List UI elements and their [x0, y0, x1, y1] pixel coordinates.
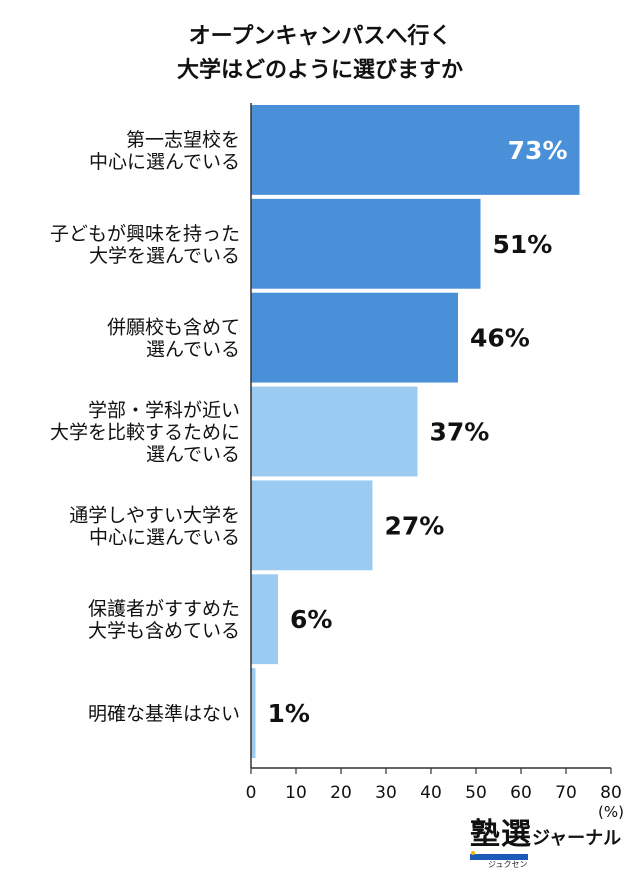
category-label-7: 明確な基準はない — [88, 703, 240, 725]
value-label-3: 46% — [470, 324, 530, 353]
category-label-4: 学部・学科が近い大学を比較するために選んでいる — [50, 400, 240, 466]
x-tick-label-30: 30 — [375, 783, 397, 803]
brand-logo-main: 塾選 — [470, 817, 532, 852]
category-label-1: 第一志望校を中心に選んでいる — [89, 129, 240, 173]
brand-logo-underline — [470, 854, 528, 860]
category-label-6: 保護者がすすめた大学も含めている — [88, 598, 240, 642]
bar-1 — [251, 105, 580, 195]
bar-2 — [251, 198, 481, 289]
x-tick-label-50: 50 — [465, 783, 487, 803]
category-label-3: 併願校も含めて選んでいる — [107, 317, 240, 361]
bar-4 — [251, 386, 418, 477]
value-label-1: 73% — [508, 136, 568, 165]
category-label-2: 子どもが興味を持った大学を選んでいる — [50, 223, 240, 267]
brand-logo-sub: ジャーナル — [532, 828, 622, 849]
x-tick-label-80: 80 — [600, 783, 622, 803]
x-tick-label-70: 70 — [555, 783, 577, 803]
brand-logo-small: ジュクセン — [488, 860, 528, 869]
x-tick-label-10: 10 — [285, 783, 307, 803]
category-label-5: 通学しやすい大学を中心に選んでいる — [69, 504, 240, 548]
x-axis-unit-label: (%) — [598, 803, 624, 821]
x-tick-label-60: 60 — [510, 783, 532, 803]
bar-7 — [251, 668, 256, 758]
brand-logo: 塾選 ジャーナル ジュクセン — [470, 817, 630, 869]
x-tick-label-20: 20 — [330, 783, 352, 803]
bar-3 — [251, 292, 458, 383]
value-label-5: 27% — [385, 511, 445, 540]
value-label-4: 37% — [430, 418, 490, 447]
bar-5 — [251, 480, 373, 571]
value-label-2: 51% — [493, 230, 553, 259]
brand-logo-dot — [471, 851, 475, 855]
value-label-7: 1% — [268, 699, 310, 728]
x-tick-label-0: 0 — [246, 783, 257, 803]
chart-title-line-2: 大学はどのように選びますか — [176, 58, 463, 83]
chart-title: オープンキャンパスへ行く 大学はどのように選びますか — [0, 20, 640, 88]
value-label-6: 6% — [290, 605, 332, 634]
chart-title-line-1: オープンキャンパスへ行く — [188, 24, 452, 49]
bar-6 — [251, 574, 278, 665]
x-tick-label-40: 40 — [420, 783, 442, 803]
